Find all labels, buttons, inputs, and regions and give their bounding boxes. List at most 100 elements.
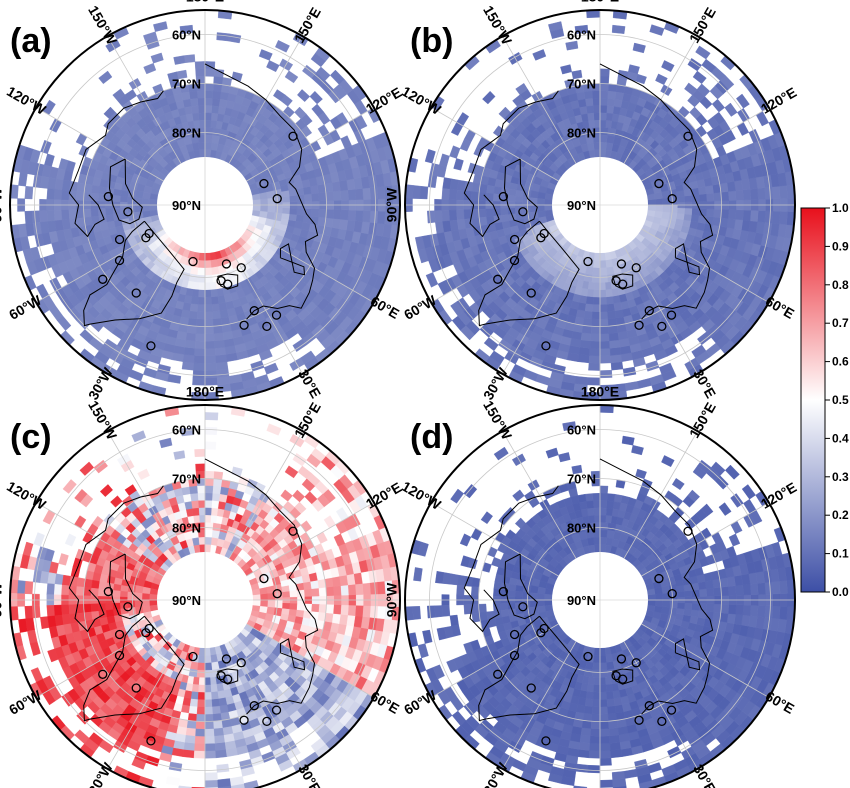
data-cell [599,90,609,99]
data-cell [181,361,195,371]
data-cell [580,287,589,297]
data-cell [266,606,275,615]
map-panel-a: 180°E150°E120°E90°W60°E30°E30°W60°W120°W… [0,0,404,403]
data-cell [592,500,601,509]
data-cell [599,698,608,708]
data-cell [599,120,607,129]
station-marker [271,310,282,320]
data-cell [194,742,206,752]
data-cell [190,266,199,275]
station-marker [223,279,233,289]
data-cell [53,604,63,617]
data-cell [53,583,63,596]
data-cell [39,210,48,223]
data-cell [173,55,186,65]
latitude-label: 80°N [567,126,596,141]
data-cell [173,450,186,460]
data-cell [599,757,612,766]
data-cell [779,211,788,225]
data-cell [258,605,268,614]
data-cell [584,98,594,107]
data-cell [198,252,206,261]
data-cell [25,617,35,632]
data-cell [196,311,206,320]
data-cell [610,354,623,364]
data-cell [599,355,612,364]
data-cell [581,720,592,729]
data-cell [273,607,283,617]
data-cell [142,191,152,200]
data-cell [98,70,113,85]
data-cell [354,188,364,200]
data-cell [83,208,92,218]
data-cell [192,281,200,290]
data-cell [362,187,371,200]
data-cell [613,493,623,503]
data-cell [735,189,744,201]
data-cell [280,212,290,220]
data-cell [204,654,212,663]
data-cell [593,507,601,516]
data-cell [727,190,737,201]
data-cell [340,584,349,596]
data-cell [705,587,715,597]
data-cell [779,185,788,199]
data-cell [289,590,298,598]
data-cell [211,500,220,510]
data-cell [213,332,225,342]
data-cell [197,303,206,313]
data-cell [194,347,206,357]
data-cell [589,347,601,357]
data-cell [204,713,214,722]
data-cell [607,712,618,722]
data-cell [585,295,594,305]
station-marker [236,263,246,273]
data-cell [591,90,601,99]
data-cell [609,346,622,356]
data-cell [69,613,79,624]
data-cell [742,209,752,222]
data-cell [310,208,320,218]
data-cell [267,204,276,213]
data-cell [581,325,592,334]
data-cell [592,267,601,276]
data-cell [194,735,206,744]
data-cell [749,583,759,595]
data-cell [90,192,100,202]
data-cell [196,706,206,715]
data-cell [204,83,214,92]
data-cell [204,750,217,759]
station-marker [259,178,269,189]
data-cell [757,605,766,618]
data-cell [599,75,610,85]
data-cell [704,184,714,195]
data-cell [185,332,197,342]
data-cell [605,142,614,152]
data-cell [485,192,495,202]
data-cell [204,522,214,531]
data-cell [726,181,736,192]
data-cell [695,45,711,60]
data-cell [91,184,101,195]
data-cell [500,602,509,611]
data-cell [198,507,206,516]
data-cell [585,690,594,700]
data-cell [591,311,601,320]
latitude-label: 80°N [172,521,201,536]
data-cell [303,588,312,597]
data-cell [53,209,63,222]
data-cell [204,369,218,379]
data-cell [607,83,618,93]
coastline [68,90,164,238]
data-cell [120,195,129,203]
data-cell [599,83,609,92]
data-cell [449,614,459,627]
data-cell [332,604,342,615]
data-cell [515,190,525,198]
data-cell [606,303,616,312]
data-cell [591,274,601,283]
data-cell [611,24,626,34]
data-cell [592,296,601,305]
data-cell [187,712,198,722]
data-cell [69,218,79,229]
